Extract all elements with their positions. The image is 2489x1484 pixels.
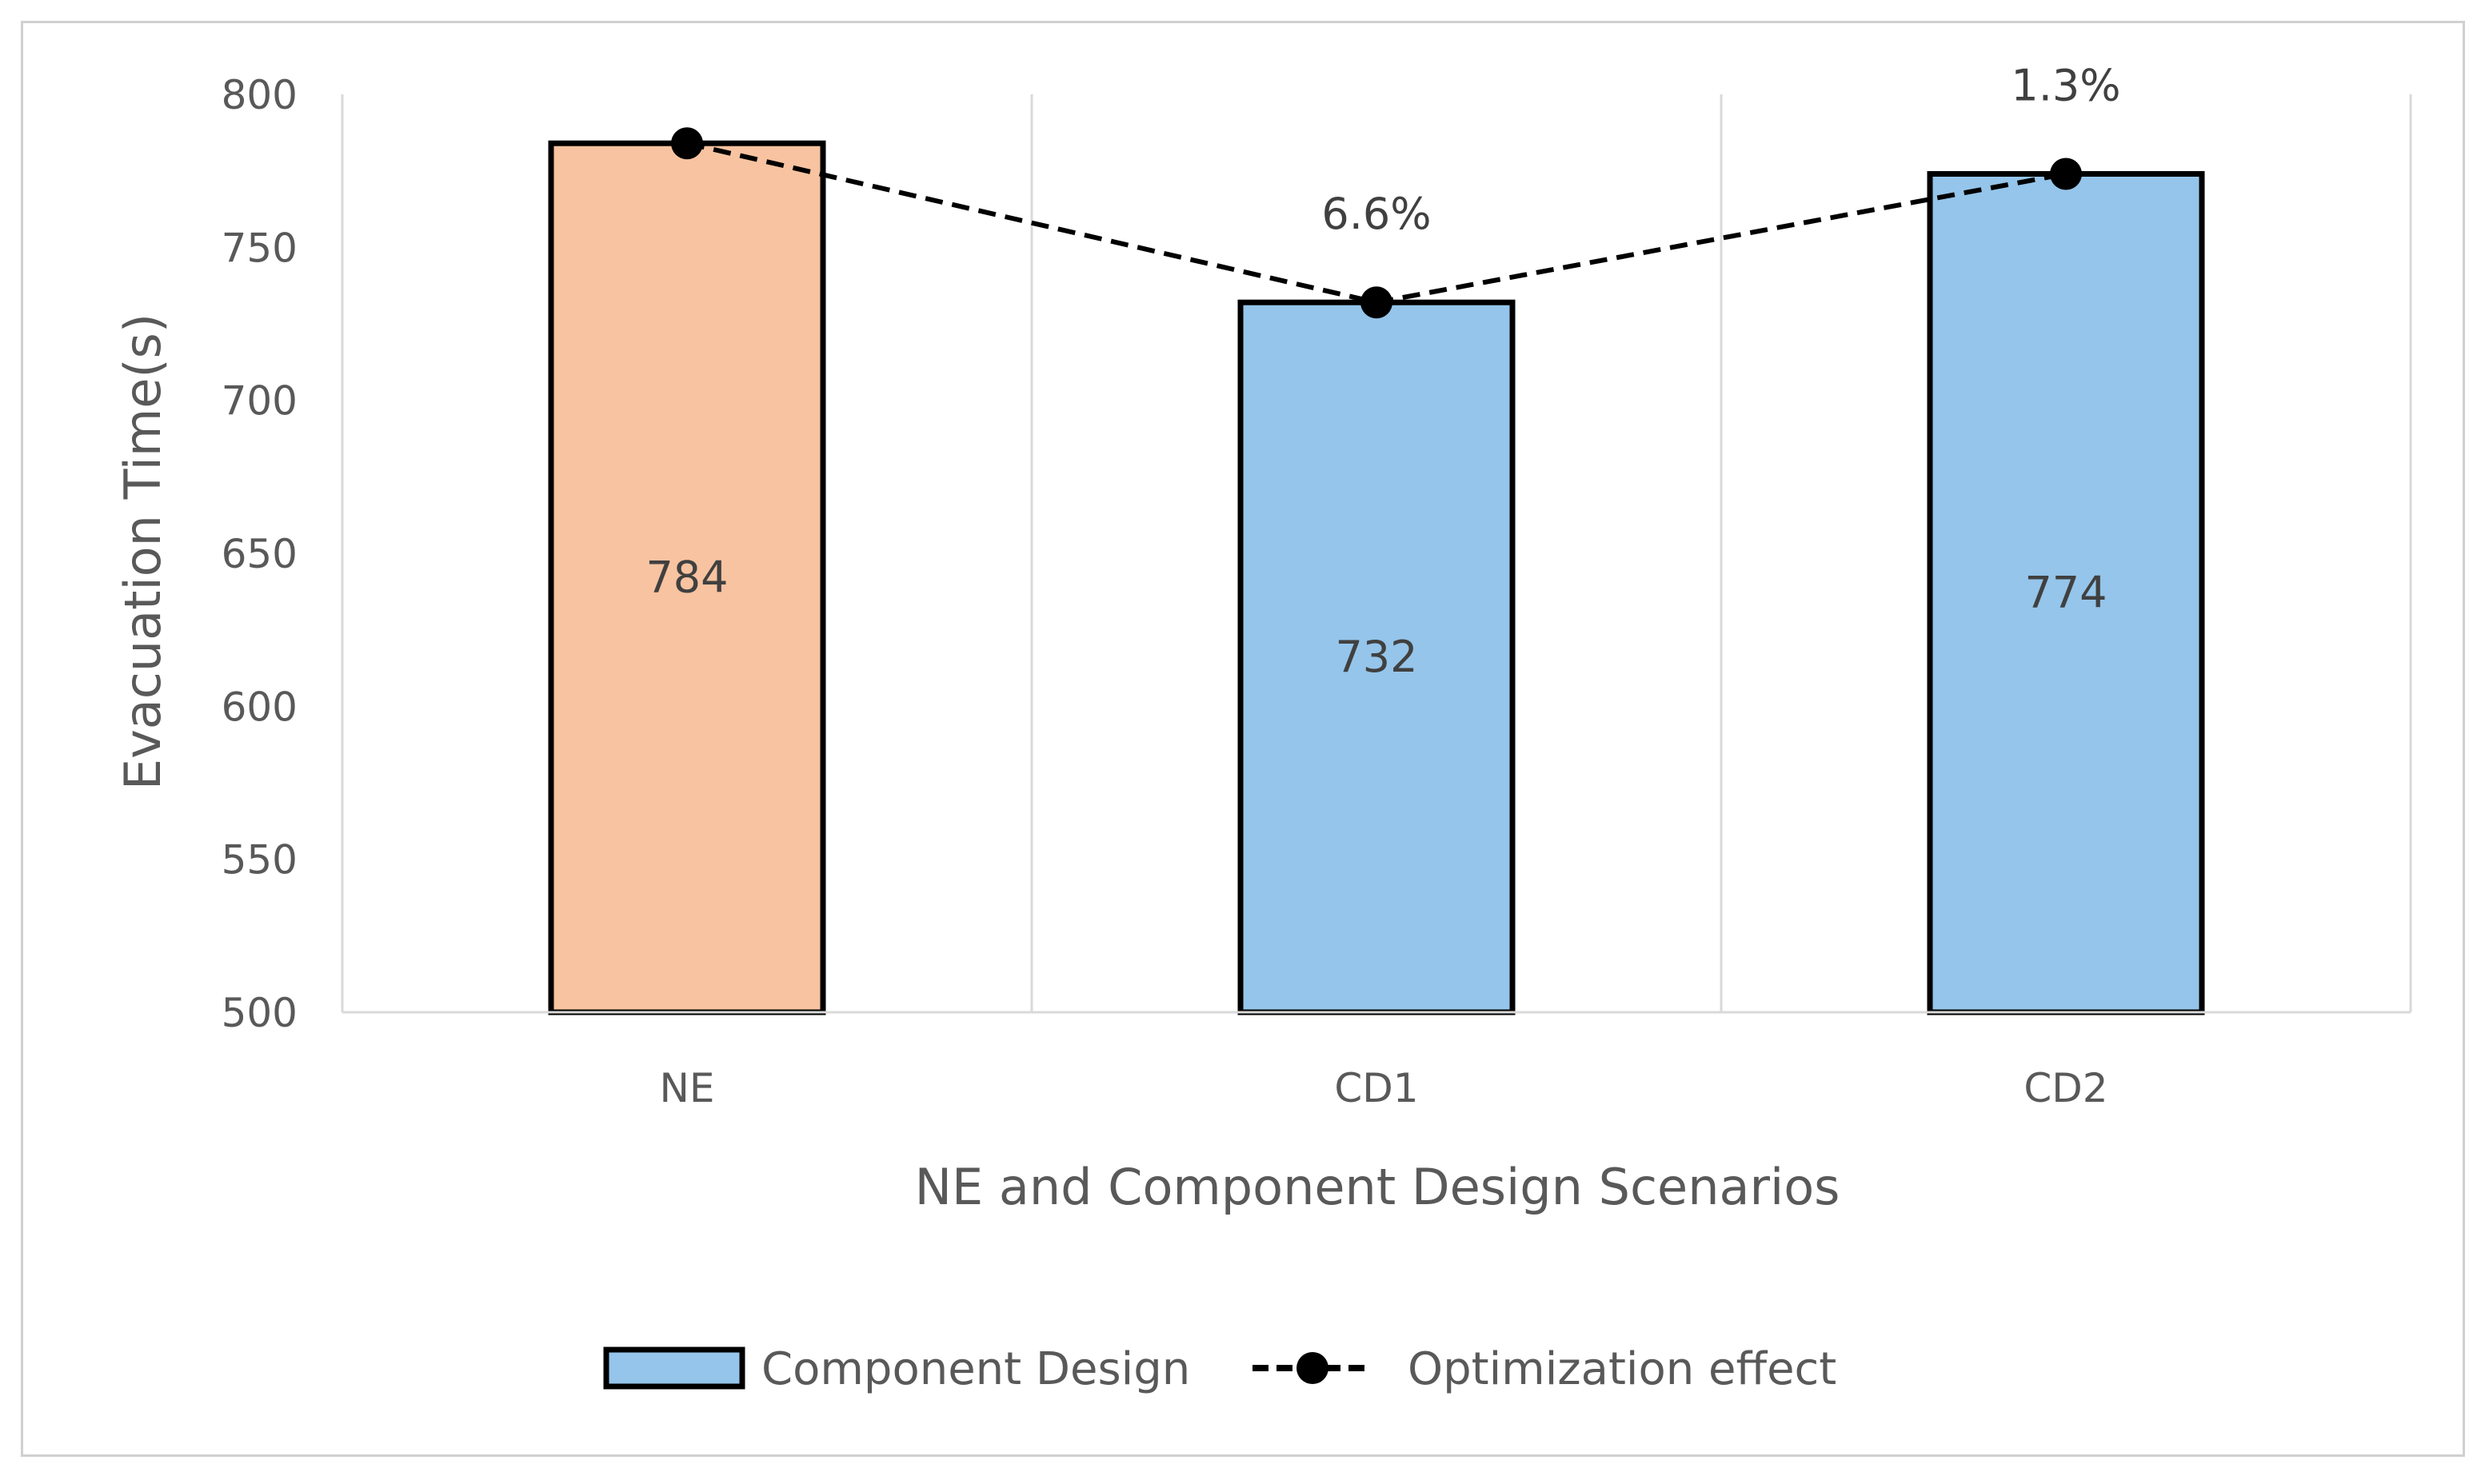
legend-swatch-component-design [603, 1346, 745, 1390]
line-point [671, 127, 703, 160]
y-tick-label: 700 [222, 378, 298, 425]
bar [1237, 299, 1516, 1015]
bar-value-label: 732 [1335, 632, 1417, 682]
y-tick-label: 600 [222, 684, 298, 730]
y-tick-label: 500 [222, 990, 298, 1036]
y-tick-label: 750 [222, 225, 298, 271]
axes: 500 550 600 650 700 750 800 NE CD1 CD2 [222, 72, 2411, 1111]
legend-label-component-design: Component Design [761, 1343, 1190, 1395]
bar [1927, 170, 2205, 1015]
grid-lines [341, 94, 2412, 1012]
bar-value-label: 784 [645, 553, 728, 603]
data-labels: 784 732 774 6.6% 1.3% [645, 60, 2120, 682]
legend-swatch-optimization-marker [1296, 1352, 1328, 1384]
x-tick-label: CD1 [1334, 1065, 1418, 1111]
y-axis-title: Evacuation Time(s) [114, 313, 172, 790]
bar-value-label: 774 [2024, 568, 2107, 618]
x-tick-label: NE [660, 1065, 715, 1111]
bars [548, 140, 2205, 1015]
optimization-line [671, 127, 2082, 319]
line-point [2050, 158, 2082, 190]
optimization-effect-label: 6.6% [1321, 189, 1431, 239]
legend-label-optimization-effect: Optimization effect [1408, 1343, 1836, 1395]
line-point [1360, 286, 1392, 319]
legend: Component Design Optimization effect [603, 1343, 1836, 1395]
optimization-effect-label: 1.3% [2011, 60, 2120, 110]
x-tick-label: CD2 [2024, 1065, 2107, 1111]
y-tick-label: 550 [222, 837, 298, 884]
y-tick-label: 650 [222, 531, 298, 577]
x-axis-title: NE and Component Design Scenarios [915, 1158, 1840, 1216]
y-tick-label: 800 [222, 72, 298, 118]
